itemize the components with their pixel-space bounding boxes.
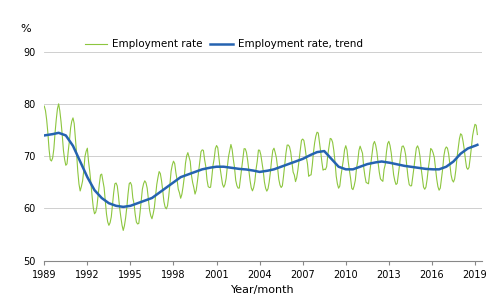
Employment rate, trend [373, 161, 379, 164]
Employment rate [373, 143, 379, 147]
Employment rate, trend [56, 131, 62, 135]
Employment rate [149, 217, 155, 221]
Line: Employment rate: Employment rate [44, 104, 477, 230]
Employment rate, trend [141, 199, 147, 203]
Employment rate [85, 146, 91, 150]
Employment rate [227, 149, 233, 152]
Employment rate [41, 104, 47, 108]
Employment rate [474, 133, 480, 136]
Employment rate [120, 228, 126, 232]
Text: %: % [20, 24, 31, 34]
X-axis label: Year/month: Year/month [231, 285, 295, 295]
Employment rate, trend [41, 134, 47, 137]
Employment rate, trend [149, 196, 155, 200]
Employment rate [65, 149, 71, 153]
Employment rate [141, 182, 147, 185]
Employment rate, trend [85, 175, 91, 179]
Employment rate, trend [227, 166, 233, 169]
Employment rate, trend [120, 205, 126, 209]
Employment rate, trend [474, 143, 480, 147]
Line: Employment rate, trend: Employment rate, trend [44, 133, 477, 207]
Legend: Employment rate, Employment rate, trend: Employment rate, Employment rate, trend [85, 39, 363, 49]
Employment rate [56, 102, 62, 106]
Employment rate, trend [65, 137, 71, 141]
